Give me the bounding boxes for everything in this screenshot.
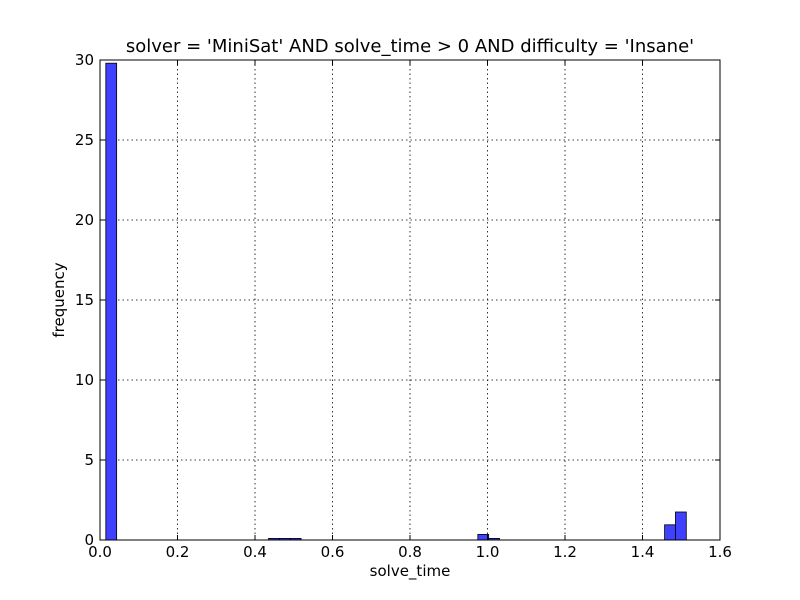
x-tick-labels: 0.0 0.2 0.4 0.6 0.8 1.0 1.2 1.4 1.6 [88, 543, 732, 561]
x-tick-label: 0.8 [398, 543, 422, 561]
x-tick-label: 0.0 [88, 543, 112, 561]
x-tick-label: 0.6 [321, 543, 345, 561]
histogram-bar [105, 62, 118, 541]
y-tick-labels: 0 5 10 15 20 25 30 [75, 51, 94, 549]
axis-ticks [99, 59, 721, 541]
y-tick-label: 25 [75, 131, 94, 149]
y-axis-label: frequency [50, 262, 68, 337]
y-tick-label: 5 [84, 451, 94, 469]
x-tick-label: 1.0 [476, 543, 500, 561]
y-tick-label: 0 [84, 531, 94, 549]
histogram-bar [664, 524, 676, 541]
x-tick-label: 1.6 [708, 543, 732, 561]
chart-title: solver = 'MiniSat' AND solve_time > 0 AN… [126, 36, 694, 57]
x-tick-label: 1.2 [553, 543, 577, 561]
grid-lines [100, 60, 720, 540]
x-axis-label: solve_time [370, 562, 451, 581]
y-tick-label: 10 [75, 371, 94, 389]
y-tick-label: 15 [75, 291, 94, 309]
x-tick-label: 0.2 [166, 543, 190, 561]
histogram-bar [675, 511, 687, 541]
x-tick-label: 0.4 [243, 543, 267, 561]
y-tick-label: 30 [75, 51, 94, 69]
y-tick-label: 20 [75, 211, 94, 229]
x-tick-label: 1.4 [631, 543, 655, 561]
